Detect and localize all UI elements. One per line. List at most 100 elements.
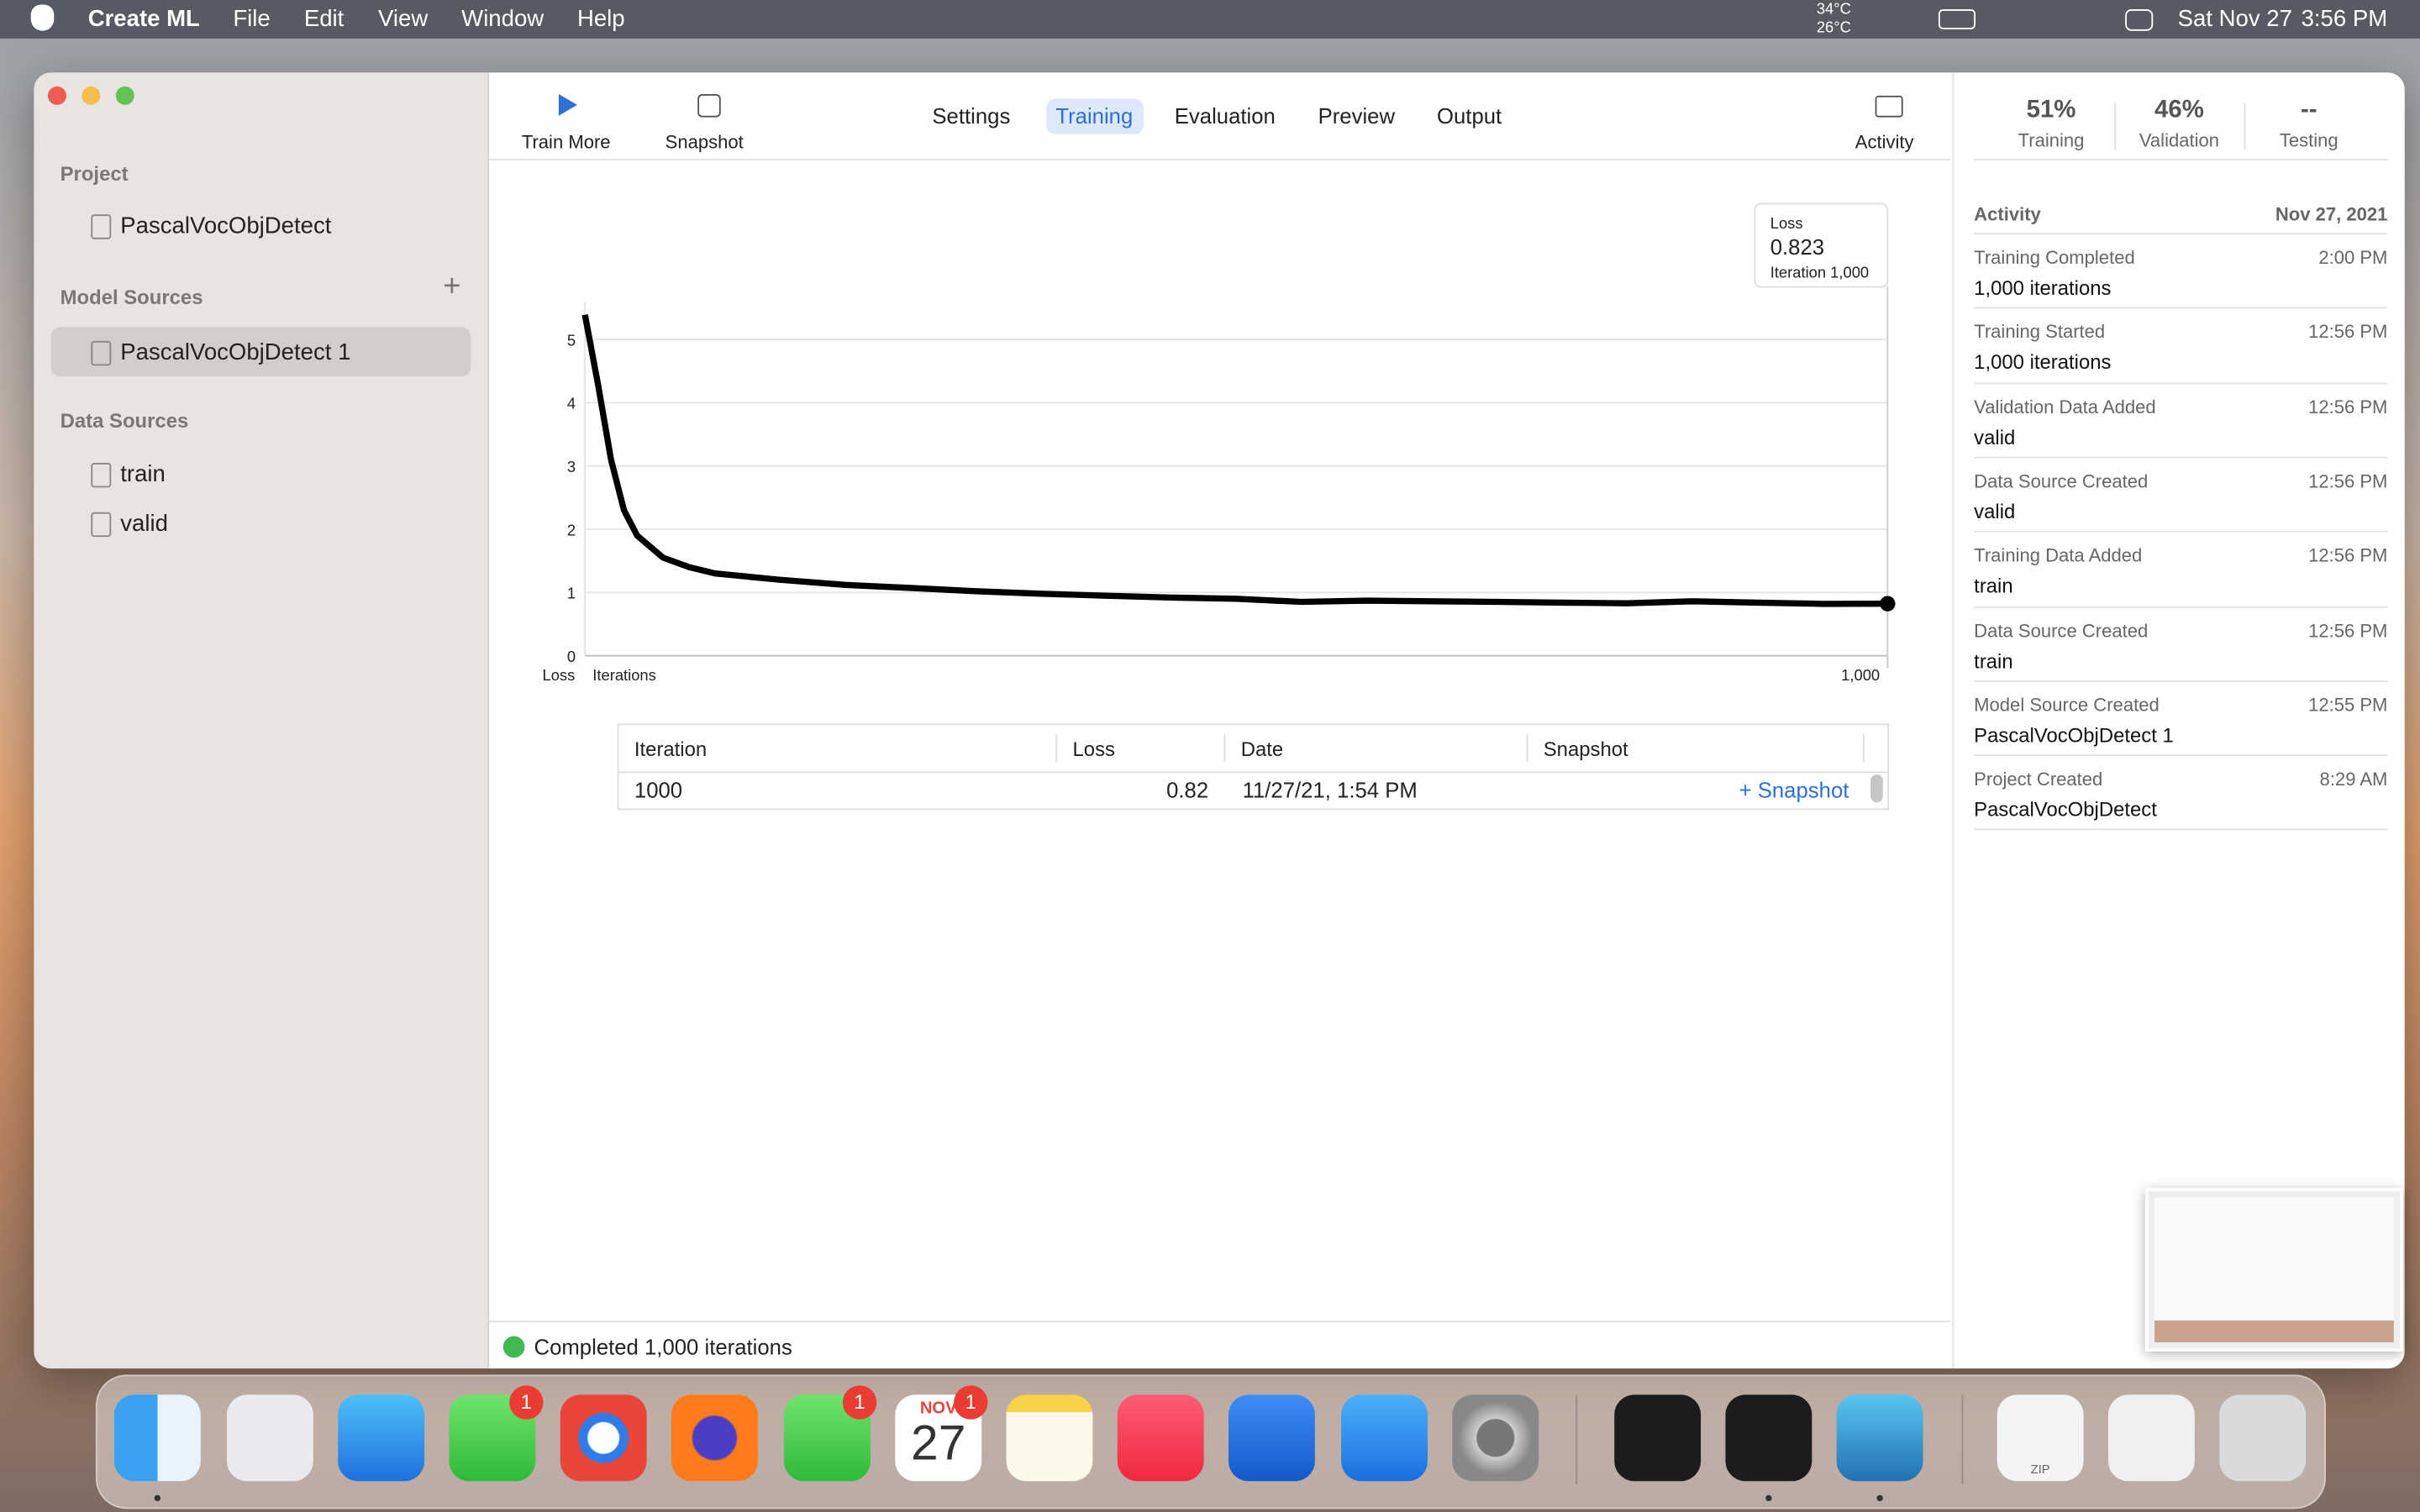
dock-icon[interactable] (113, 1394, 201, 1482)
y-tick-label: 2 (567, 521, 576, 538)
activity-pane: 51% Training 46% Validation -- Testing Activit… (1952, 72, 2405, 1369)
menu-item[interactable]: Window (461, 6, 544, 33)
main-pane: Train More Snapshot Settings Training Evalua… (489, 72, 1951, 1369)
loss-chart: 0 1 2 3 4 5 1,000 Loss Iterations Loss 0.823 Iterat… (543, 202, 1896, 684)
temp-high: 34°C (1816, 1, 1851, 19)
tab[interactable]: Evaluation (1174, 103, 1276, 129)
x-tick-label: 1,000 (1841, 666, 1880, 684)
tab[interactable]: Training (1055, 103, 1134, 129)
running-dot (154, 1494, 161, 1502)
menu-item[interactable]: View (378, 6, 429, 33)
dock-icon[interactable] (227, 1394, 313, 1482)
stat-divider (2114, 103, 2117, 150)
dock-icon[interactable] (1117, 1394, 1204, 1482)
clock-time[interactable]: 3:56 PM (2301, 6, 2388, 33)
column-header[interactable]: Iteration (634, 737, 708, 761)
window-button[interactable] (82, 86, 101, 105)
stat-divider (2244, 103, 2246, 150)
activity-divider (1974, 531, 2388, 533)
app-menu[interactable]: Create ML (87, 6, 200, 33)
column-header[interactable]: Loss (1072, 737, 1115, 761)
sidebar-item[interactable]: PascalVocObjDetect 1 (120, 339, 351, 366)
train-more-icon[interactable] (558, 94, 577, 116)
status-icon (502, 1336, 525, 1358)
dock-icon[interactable] (1836, 1394, 1923, 1482)
dock-icon[interactable] (1452, 1394, 1539, 1482)
dock-icon[interactable] (671, 1394, 758, 1482)
sidebar-item[interactable]: PascalVocObjDetect (120, 213, 332, 239)
battery-icon[interactable] (1938, 9, 1976, 29)
x-axis-label: Iterations (592, 666, 656, 684)
dock-separator (1576, 1394, 1578, 1484)
snapshot-button[interactable]: Snapshot (665, 131, 744, 153)
activity-item-detail: valid (1974, 499, 2016, 523)
badge: 1 (954, 1385, 988, 1420)
menu-item[interactable]: File (233, 6, 271, 33)
activity-item-time: 12:56 PM (2308, 470, 2388, 492)
control-center[interactable] (2125, 9, 2154, 31)
snapshot-icon[interactable] (697, 94, 721, 118)
dock-icon[interactable] (1006, 1394, 1093, 1482)
toolbar-divider (489, 159, 1951, 161)
dock-icon[interactable] (2107, 1394, 2195, 1482)
activity-button[interactable]: Activity (1854, 131, 1914, 153)
activity-item-time: 2:00 PM (2318, 246, 2388, 269)
activity-item-title: Project Created (1974, 768, 2103, 790)
dock-icon[interactable] (1996, 1394, 2084, 1482)
item-icon (91, 512, 112, 538)
thumbnail-image (2154, 1197, 2394, 1342)
activity-item-detail: PascalVocObjDetect 1 (1974, 723, 2174, 747)
stat-label: Testing (2279, 129, 2338, 152)
activity-item-detail: 1,000 iterations (1974, 276, 2112, 300)
window-button[interactable] (47, 86, 66, 105)
badge: 1 (842, 1385, 877, 1420)
sidebar-item[interactable]: train (120, 461, 166, 488)
section-header: Data Sources (60, 408, 189, 433)
activity-item-time: 12:55 PM (2308, 694, 2388, 716)
activity-item-detail: train (1974, 574, 2013, 598)
activity-item-title: Data Source Created (1974, 470, 2149, 492)
menu-item[interactable]: Help (576, 6, 625, 33)
zip-label: ZIP (2030, 1462, 2050, 1477)
menu-item[interactable]: Edit (303, 6, 345, 33)
dock-icon[interactable] (2219, 1394, 2307, 1482)
status-text: Completed 1,000 iterations (534, 1334, 792, 1360)
add-button[interactable]: + (443, 270, 461, 304)
tab[interactable]: Output (1437, 103, 1502, 129)
app-window: Project PascalVocObjDetect Model Sources Pa… (34, 72, 2405, 1369)
activity-divider (1974, 829, 2388, 831)
activity-item-title: Data Source Created (1974, 619, 2149, 642)
dock-icon[interactable] (338, 1394, 425, 1482)
tooltip-label: Iteration 1,000 (1770, 264, 1869, 281)
y-tick-label: 4 (567, 395, 576, 412)
apple-menu[interactable] (30, 4, 55, 31)
dock-icon[interactable] (1228, 1394, 1315, 1482)
iteration-table: Iteration Loss Date Snapshot 1000 0.82 11/27/2… (617, 723, 1890, 811)
activity-icon[interactable] (1875, 95, 1903, 118)
dock-icon[interactable] (1341, 1394, 1428, 1482)
menu-bar: Create ML File Edit View Window Help 34°C 26°C S… (0, 0, 2420, 39)
screenshot-thumbnail[interactable] (2145, 1188, 2403, 1352)
dock-icon[interactable] (560, 1394, 647, 1482)
window-button[interactable] (115, 86, 134, 105)
activity-title: Activity (1974, 203, 2041, 226)
train-more-button[interactable]: Train More (521, 131, 611, 153)
column-header[interactable]: Date (1240, 737, 1284, 761)
sidebar-item[interactable]: valid (120, 510, 168, 538)
end-point (1880, 596, 1896, 612)
running-dot (1876, 1494, 1883, 1502)
activity-item-detail: 1,000 iterations (1974, 350, 2112, 375)
dock-icon[interactable] (1614, 1394, 1702, 1482)
section-header: Model Sources (60, 285, 203, 309)
tab[interactable]: Settings (932, 103, 1011, 129)
table-header-bg (618, 725, 1888, 774)
dock-icon[interactable] (1725, 1394, 1812, 1482)
clock-date[interactable]: Sat Nov 27 (2177, 6, 2292, 33)
activity-item-title: Training Started (1974, 321, 2106, 344)
column-header[interactable]: Snapshot (1543, 737, 1628, 761)
tab[interactable]: Preview (1318, 103, 1396, 129)
dock: NOV 27 ZIP 1 1 1 (95, 1374, 2326, 1509)
snapshot-link[interactable]: + Snapshot (1739, 777, 1849, 803)
